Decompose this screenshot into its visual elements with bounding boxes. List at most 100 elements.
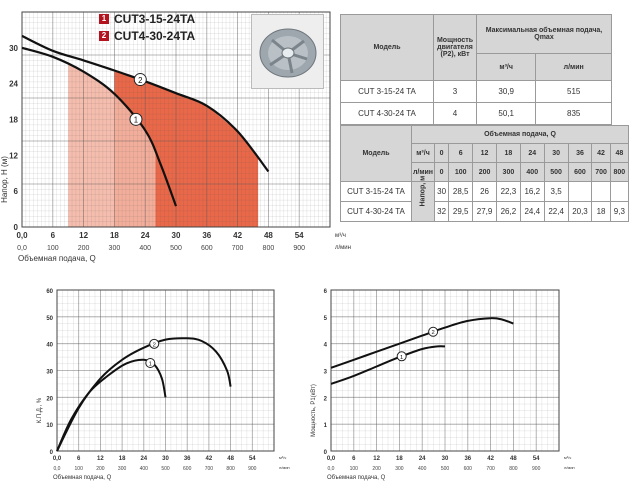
x-tick-label: 54 <box>295 231 304 240</box>
impeller-photo <box>251 14 324 89</box>
series-marker-1 <box>396 351 407 362</box>
x-tick-label: 36 <box>464 456 471 462</box>
y-tick-label: 0 <box>324 450 328 456</box>
t2-unit-m3h: м³/ч <box>411 143 435 163</box>
x-tick-label: 36 <box>184 456 191 462</box>
t2-row1-value: 16,2 <box>519 181 545 202</box>
series-marker-2 <box>133 73 147 87</box>
x-tick-label: 30 <box>162 456 169 462</box>
x2-tick-label: 900 <box>293 245 305 252</box>
y-tick-label: 3 <box>324 370 328 376</box>
x2-tick-label: 0,0 <box>17 245 27 252</box>
x2-tick-label: 600 <box>464 466 473 472</box>
x-axis-label: Объемная подача, Q <box>53 475 112 481</box>
t2-q-lmin: 800 <box>609 162 630 182</box>
plot-border <box>21 11 331 228</box>
t1-row1-qlmin: 515 <box>535 80 612 103</box>
t2-q-m3h: 18 <box>495 143 521 163</box>
t2-q-m3h: 12 <box>472 143 497 163</box>
x-tick-label: 24 <box>140 456 147 462</box>
y-tick-label: 1 <box>324 423 328 429</box>
x2-tick-label: 900 <box>532 466 541 472</box>
x2-unit-label: л/мин <box>335 245 351 251</box>
y-tick-label: 0 <box>50 450 54 456</box>
t1-row2-qlmin: 835 <box>535 102 612 125</box>
x2-tick-label: 300 <box>395 466 404 472</box>
legend-label-1: CUT3-15-24TA <box>114 12 196 26</box>
x-tick-label: 42 <box>206 456 213 462</box>
t2-row1-value <box>591 181 611 202</box>
t1-row1-model: CUT 3-15-24 TA <box>340 80 434 103</box>
t2-header-flow: Объемная подача, Q <box>411 125 629 144</box>
x2-tick-label: 800 <box>509 466 518 472</box>
x-tick-label: 12 <box>79 231 88 240</box>
y-tick-label: 4 <box>324 343 328 349</box>
chart-3 <box>330 289 560 452</box>
t2-row2-value: 27,9 <box>472 201 497 222</box>
y-tick-label: 24 <box>9 80 18 89</box>
x-tick-label: 24 <box>141 231 150 240</box>
t2-row1-value <box>567 181 593 202</box>
x2-tick-label: 400 <box>418 466 427 472</box>
t2-row2-value: 24,4 <box>519 201 545 222</box>
t2-q-m3h: 42 <box>591 143 611 163</box>
y-axis-label: Мощность, P1(кВт) <box>311 384 317 437</box>
t2-q-lmin: 100 <box>448 162 474 182</box>
y-tick-label: 0 <box>14 223 19 232</box>
x2-tick-label: 500 <box>161 466 170 472</box>
x-unit-label: м³/ч <box>335 233 346 239</box>
t1-header-power: Мощность двигателя (P2), кВт <box>433 14 477 81</box>
x-tick-label: 18 <box>396 456 403 462</box>
x-tick-label: 18 <box>110 231 119 240</box>
x-tick-label: 48 <box>264 231 273 240</box>
x2-tick-label: 400 <box>140 466 149 472</box>
legend-badge-1: 1 <box>99 14 109 24</box>
t2-row2-value: 29,5 <box>448 201 474 222</box>
x-tick-label: 54 <box>249 456 256 462</box>
t2-q-m3h: 6 <box>448 143 474 163</box>
x2-tick-label: 700 <box>232 245 244 252</box>
series-label-2: 2 <box>138 76 142 85</box>
t2-header-model: Модель <box>340 125 412 182</box>
x2-tick-label: 800 <box>263 245 275 252</box>
t2-head-label-text: Напор, м <box>419 175 427 207</box>
y-tick-label: 6 <box>324 289 328 295</box>
t2-row1-value <box>609 181 630 202</box>
t2-row1-value: 28,5 <box>448 181 474 202</box>
t2-q-lmin: 500 <box>543 162 569 182</box>
x-tick-label: 12 <box>97 456 104 462</box>
series-marker-2 <box>149 338 160 349</box>
t2-row2-value: 26,2 <box>495 201 521 222</box>
x2-tick-label: 500 <box>441 466 450 472</box>
x-tick-label: 0,0 <box>53 456 62 462</box>
x-tick-label: 12 <box>373 456 380 462</box>
t2-row2-value: 22,4 <box>543 201 569 222</box>
t1-row2-power: 4 <box>433 102 477 125</box>
y-tick-label: 2 <box>324 396 328 402</box>
chart-2 <box>56 289 275 452</box>
t2-q-lmin: 600 <box>567 162 593 182</box>
x2-tick-label: 400 <box>139 245 151 252</box>
spec-table-max-flow: Модель Мощность двигателя (P2), кВт Макс… <box>340 14 612 125</box>
t1-header-model: Модель <box>340 14 434 81</box>
x-tick-label: 18 <box>119 456 126 462</box>
spec-table-head-flow: Модель Объемная подача, Q м³/ч 0 6 12 18… <box>340 125 630 222</box>
t1-header-qmax: Максимальная объемная подача, Qmax <box>476 14 612 54</box>
x-axis-label: Объемная подача, Q <box>327 475 386 481</box>
x2-tick-label: 300 <box>109 245 121 252</box>
t2-q-lmin: 0 <box>433 162 450 182</box>
x-tick-label: 48 <box>510 456 517 462</box>
x2-tick-label: 100 <box>47 245 59 252</box>
y-tick-label: 12 <box>9 151 18 160</box>
t2-q-m3h: 48 <box>609 143 630 163</box>
t2-q-m3h: 30 <box>543 143 569 163</box>
y-tick-label: 50 <box>46 316 53 322</box>
legend-badge-2: 2 <box>99 31 109 41</box>
x2-tick-label: 300 <box>118 466 127 472</box>
x2-tick-label: 800 <box>226 466 235 472</box>
y-axis-label: К.П.Д., % <box>37 397 43 423</box>
plot-border <box>330 289 560 452</box>
x2-tick-label: 600 <box>183 466 192 472</box>
y-tick-label: 60 <box>46 289 53 295</box>
x-tick-label: 48 <box>227 456 234 462</box>
